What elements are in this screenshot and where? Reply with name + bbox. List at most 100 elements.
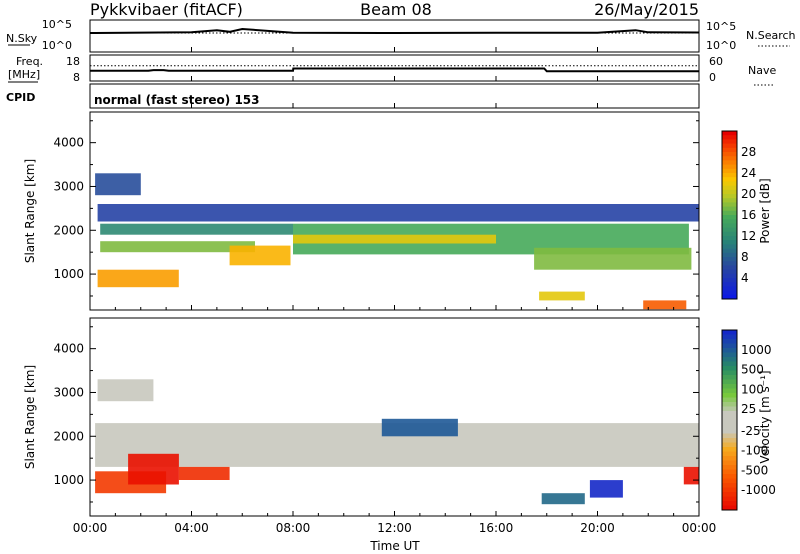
colorbar-swatch xyxy=(722,177,737,182)
colorbar-swatch xyxy=(722,294,737,300)
colorbar-tick-label: -100 xyxy=(741,444,768,458)
colorbar-swatch xyxy=(722,189,737,195)
noise-series-line xyxy=(90,27,699,35)
date-title: 26/May/2015 xyxy=(594,0,699,19)
colorbar-tick-label: 1000 xyxy=(741,343,772,357)
colorbar-swatch xyxy=(722,164,737,170)
colorbar-swatch xyxy=(722,505,737,511)
colorbar-swatch xyxy=(722,152,737,157)
colorbar-tick-label: -1000 xyxy=(741,483,776,497)
x-tick-label: 00:00 xyxy=(682,521,717,535)
colorbar-swatch xyxy=(722,429,737,434)
x-axis-label: Time UT xyxy=(369,539,420,553)
colorbar-swatch xyxy=(722,194,737,199)
colorbar-swatch xyxy=(722,147,737,153)
colorbar-swatch xyxy=(722,339,737,344)
colorbar-swatch xyxy=(722,185,737,191)
colorbar-swatch xyxy=(722,168,737,174)
heatmap-cell xyxy=(128,453,179,485)
colorbar-swatch xyxy=(722,424,737,430)
colorbar-swatch xyxy=(722,173,737,178)
colorbar-swatch xyxy=(722,215,737,220)
colorbar-swatch xyxy=(722,273,737,279)
freq-series-line xyxy=(90,67,699,73)
station-title: Pykkvibaer (fitACF) xyxy=(90,0,243,19)
noise-right-tick-top: 10^5 xyxy=(706,20,736,33)
colorbar-swatch xyxy=(722,181,737,187)
colorbar-tick-label: 20 xyxy=(741,187,756,201)
colorbar-swatch xyxy=(722,206,737,212)
colorbar-swatch xyxy=(722,219,737,224)
noise-left-label: N.Sky xyxy=(6,32,38,45)
colorbar-swatch xyxy=(722,357,737,362)
colorbar-swatch xyxy=(722,478,737,484)
nave-label: Nave xyxy=(748,64,776,77)
heatmap-cell xyxy=(589,480,623,498)
colorbar-swatch xyxy=(722,269,737,275)
colorbar-swatch xyxy=(722,143,737,149)
velocity-panel: 4000 3000 2000 1000 Slant Range [km] 1000 50… xyxy=(23,317,776,517)
colorbar-swatch xyxy=(722,139,737,145)
colorbar-swatch xyxy=(722,248,737,254)
noise-right-label: N.Search xyxy=(746,29,796,42)
cpid-mode: normal (fast stereo) 153 xyxy=(94,93,260,107)
colorbar-swatch xyxy=(722,366,737,371)
colorbar-frame xyxy=(721,130,738,300)
beam-title: Beam 08 xyxy=(360,0,432,19)
noise-left-tick-bottom: 10^0 xyxy=(42,39,72,52)
colorbar-swatch xyxy=(722,397,737,403)
velocity-colorbar-label: Velocity [m s⁻¹] xyxy=(758,370,772,463)
colorbar-tick-label: 12 xyxy=(741,229,756,243)
colorbar-swatch xyxy=(722,451,737,457)
cpid-panel: CPID normal (fast stereo) 153 xyxy=(6,83,700,109)
x-tick-label: 08:00 xyxy=(276,521,311,535)
colorbar-swatch xyxy=(722,433,737,439)
heatmap-cell xyxy=(100,223,293,235)
colorbar-swatch xyxy=(722,265,737,271)
heatmap-cell xyxy=(97,204,699,222)
colorbar-swatch xyxy=(722,282,737,287)
heatmap-cell xyxy=(293,234,496,244)
colorbar-swatch xyxy=(722,415,737,421)
colorbar-swatch xyxy=(722,361,737,367)
heatmap-cell xyxy=(97,269,179,288)
velocity-ylabel: Slant Range [km] xyxy=(23,365,37,469)
y-tick-label: 4000 xyxy=(53,342,84,356)
colorbar-swatch xyxy=(722,393,737,398)
colorbar-tick-label: 28 xyxy=(741,145,756,159)
freq-right-tick-bottom: 0 xyxy=(709,71,716,84)
colorbar-swatch xyxy=(722,252,737,258)
colorbar-tick-label: 100 xyxy=(741,382,764,396)
colorbar-swatch xyxy=(722,460,737,466)
colorbar-swatch xyxy=(722,198,737,203)
colorbar-swatch xyxy=(722,487,737,493)
colorbar-swatch xyxy=(722,223,737,229)
freq-left-tick-top: 18 xyxy=(66,55,80,68)
noise-left-tick-top: 10^5 xyxy=(42,18,72,31)
freq-left-label-1: Freq. xyxy=(16,55,43,68)
colorbar-swatch xyxy=(722,388,737,394)
colorbar-swatch xyxy=(722,210,737,216)
colorbar-swatch xyxy=(722,286,737,292)
colorbar-swatch xyxy=(722,492,737,497)
y-tick-label: 1000 xyxy=(53,473,84,487)
heatmap-cell xyxy=(643,300,687,310)
colorbar-swatch xyxy=(722,236,737,241)
colorbar-swatch xyxy=(722,406,737,412)
colorbar-swatch xyxy=(722,375,737,380)
colorbar-swatch xyxy=(722,131,737,136)
colorbar-swatch xyxy=(722,231,737,237)
heatmap-cell xyxy=(97,379,154,402)
colorbar-swatch xyxy=(722,411,737,416)
colorbar-swatch xyxy=(722,227,737,233)
freq-left-tick-bottom: 8 xyxy=(73,71,80,84)
y-tick-label: 2000 xyxy=(53,223,84,237)
freq-panel: Freq. [MHz] 18 8 60 0 Nave xyxy=(8,54,776,86)
heatmap-cell xyxy=(541,493,585,505)
colorbar-tick-label: -500 xyxy=(741,463,768,477)
x-tick-label: 00:00 xyxy=(73,521,108,535)
colorbar-swatch xyxy=(722,352,737,358)
x-axis: 00:00 04:00 08:00 12:00 16:00 20:00 00:00 xyxy=(73,47,717,535)
colorbar-tick-label: -25 xyxy=(741,424,761,438)
